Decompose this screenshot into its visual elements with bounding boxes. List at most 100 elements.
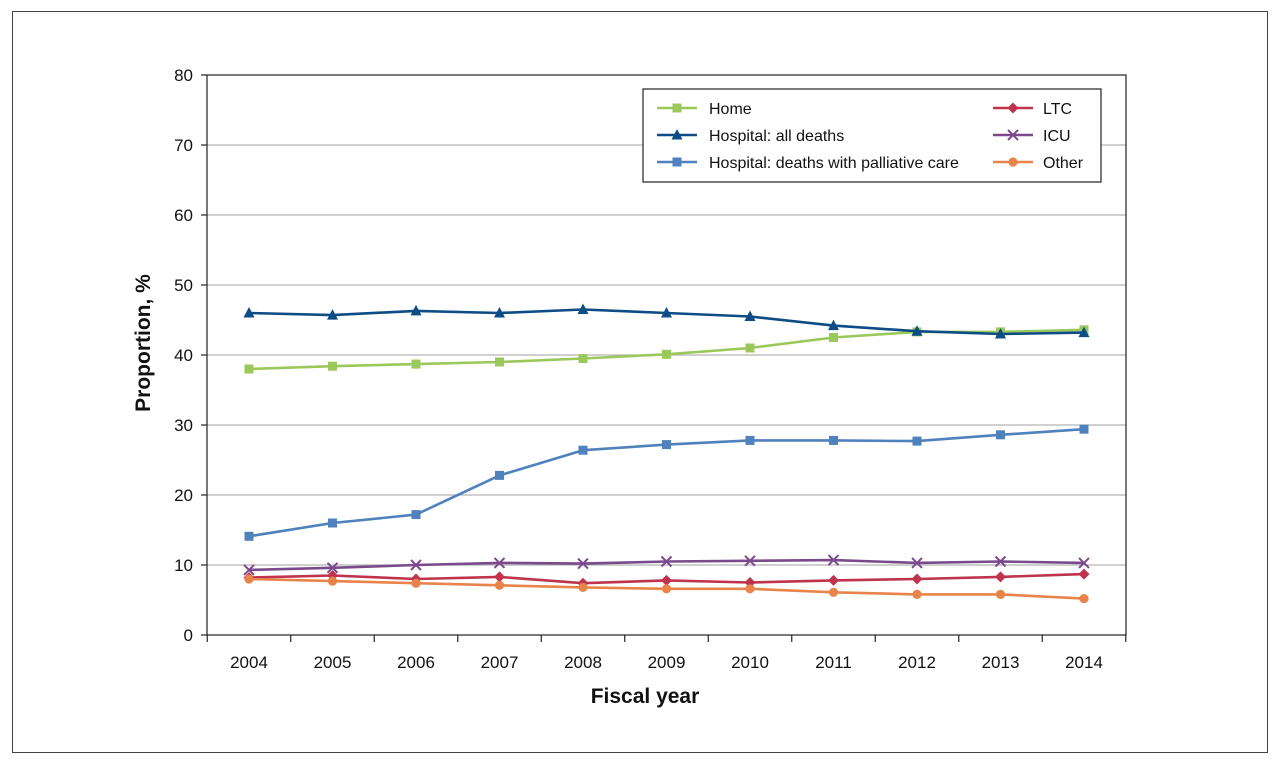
data-point-icu bbox=[410, 559, 422, 571]
data-point-hospital-palliative bbox=[1079, 424, 1089, 434]
y-tick-label: 20 bbox=[174, 486, 193, 505]
data-point-hospital-palliative bbox=[912, 436, 922, 446]
data-point-icu bbox=[577, 557, 589, 570]
x-tick-label: 2013 bbox=[982, 653, 1020, 672]
legend-swatch-marker bbox=[1007, 129, 1019, 141]
data-point-home bbox=[745, 343, 755, 353]
data-point-hospital-palliative bbox=[244, 531, 254, 541]
x-tick-label: 2014 bbox=[1065, 653, 1103, 672]
data-point-icu bbox=[493, 557, 506, 569]
data-point-other bbox=[912, 589, 922, 600]
data-point-hospital-all-deaths bbox=[577, 303, 589, 314]
data-point-icu bbox=[1078, 557, 1090, 569]
data-point-hospital-palliative bbox=[411, 510, 421, 520]
data-point-other bbox=[661, 584, 672, 594]
data-point-hospital-all-deaths bbox=[995, 328, 1006, 339]
data-point-other bbox=[1079, 594, 1089, 604]
legend-label: Home bbox=[709, 101, 752, 118]
data-point-hospital-all-deaths bbox=[1078, 326, 1090, 338]
y-axis-title: Proportion, % bbox=[132, 274, 155, 412]
data-point-other bbox=[411, 578, 421, 588]
y-tick-label: 0 bbox=[184, 626, 193, 645]
data-point-home bbox=[244, 364, 254, 374]
y-tick-label: 30 bbox=[174, 416, 193, 435]
x-axis-ticks: 2004 2005 2006 2007 2008 2009 2010 2011 2012 2013… bbox=[206, 635, 1127, 672]
data-point-home bbox=[328, 361, 337, 371]
series-hospital-all-deaths bbox=[243, 303, 1090, 339]
data-point-other bbox=[327, 576, 338, 586]
data-point-icu bbox=[911, 557, 923, 569]
data-point-hospital-all-deaths bbox=[327, 309, 338, 320]
data-point-ltc bbox=[1078, 568, 1090, 580]
y-tick-label: 10 bbox=[174, 556, 193, 575]
data-point-other bbox=[995, 589, 1006, 600]
data-point-home bbox=[411, 359, 421, 369]
x-tick-label: 2005 bbox=[314, 653, 352, 672]
data-point-hospital-palliative bbox=[829, 435, 838, 445]
plot-border bbox=[206, 74, 1127, 636]
y-tick-label: 80 bbox=[174, 66, 193, 85]
data-point-other bbox=[828, 587, 839, 597]
legend-item-hospital-palliative: Hospital: deaths with palliative care bbox=[657, 155, 959, 172]
legend-label: Other bbox=[1043, 155, 1084, 172]
legend-item-other: Other bbox=[993, 155, 1084, 172]
data-point-home bbox=[495, 357, 504, 367]
data-point-home bbox=[578, 354, 588, 363]
y-axis-ticks: 0 10 20 30 40 50 60 70 80 bbox=[174, 66, 207, 645]
legend-swatch-marker bbox=[672, 103, 682, 113]
data-point-icu bbox=[660, 555, 673, 568]
legend-item-home: Home bbox=[657, 101, 752, 118]
data-point-icu bbox=[827, 554, 840, 566]
legend-item-hospital-all-deaths: Hospital: all deaths bbox=[657, 128, 844, 145]
series-other bbox=[244, 574, 1089, 604]
legend-label: ICU bbox=[1043, 128, 1071, 145]
x-tick-label: 2006 bbox=[397, 653, 435, 672]
series-lines bbox=[243, 303, 1090, 604]
data-point-other bbox=[745, 584, 755, 594]
data-point-icu bbox=[243, 564, 255, 576]
x-tick-label: 2004 bbox=[230, 653, 268, 672]
data-point-hospital-all-deaths bbox=[494, 307, 505, 318]
data-point-hospital-all-deaths bbox=[744, 310, 756, 321]
x-tick-label: 2008 bbox=[564, 653, 602, 672]
data-point-hospital-all-deaths bbox=[661, 307, 672, 318]
legend-swatch-marker bbox=[1007, 102, 1019, 114]
data-point-hospital-palliative bbox=[328, 518, 337, 528]
x-tick-label: 2009 bbox=[648, 653, 686, 672]
data-point-icu bbox=[994, 555, 1007, 568]
data-point-ltc bbox=[828, 574, 839, 586]
x-tick-label: 2012 bbox=[898, 653, 936, 672]
legend-item-ltc: LTC bbox=[993, 101, 1072, 118]
data-point-icu bbox=[744, 555, 756, 567]
data-point-ltc bbox=[995, 571, 1006, 583]
data-point-other bbox=[244, 574, 254, 584]
data-point-hospital-all-deaths bbox=[243, 307, 255, 318]
legend: Home Hospital: all deaths Hospital: deaths… bbox=[642, 88, 1102, 183]
x-tick-label: 2011 bbox=[815, 653, 852, 672]
y-tick-label: 60 bbox=[174, 206, 193, 225]
x-tick-label: 2010 bbox=[731, 653, 769, 672]
data-point-other bbox=[578, 582, 588, 593]
legend-label: LTC bbox=[1043, 101, 1072, 118]
x-tick-label: 2007 bbox=[481, 653, 519, 672]
legend-item-icu: ICU bbox=[993, 128, 1071, 145]
y-tick-label: 70 bbox=[174, 136, 193, 155]
figure-frame bbox=[12, 11, 1268, 753]
y-tick-label: 40 bbox=[174, 346, 193, 365]
data-point-icu bbox=[326, 562, 339, 574]
data-point-ltc bbox=[911, 573, 923, 585]
legend-label: Hospital: deaths with palliative care bbox=[709, 155, 959, 172]
series-icu bbox=[243, 554, 1090, 576]
data-point-hospital-palliative bbox=[996, 430, 1005, 440]
data-point-ltc bbox=[661, 574, 672, 586]
x-axis-title: Fiscal year bbox=[591, 685, 700, 708]
data-point-home bbox=[829, 333, 838, 342]
data-point-hospital-palliative bbox=[495, 470, 504, 480]
data-point-hospital-palliative bbox=[578, 445, 588, 455]
data-point-ltc bbox=[494, 571, 505, 583]
legend-swatch-marker bbox=[671, 129, 683, 140]
data-point-hospital-palliative bbox=[745, 435, 755, 445]
series-hospital-palliative bbox=[244, 424, 1089, 541]
legend-swatch-marker bbox=[672, 157, 682, 167]
